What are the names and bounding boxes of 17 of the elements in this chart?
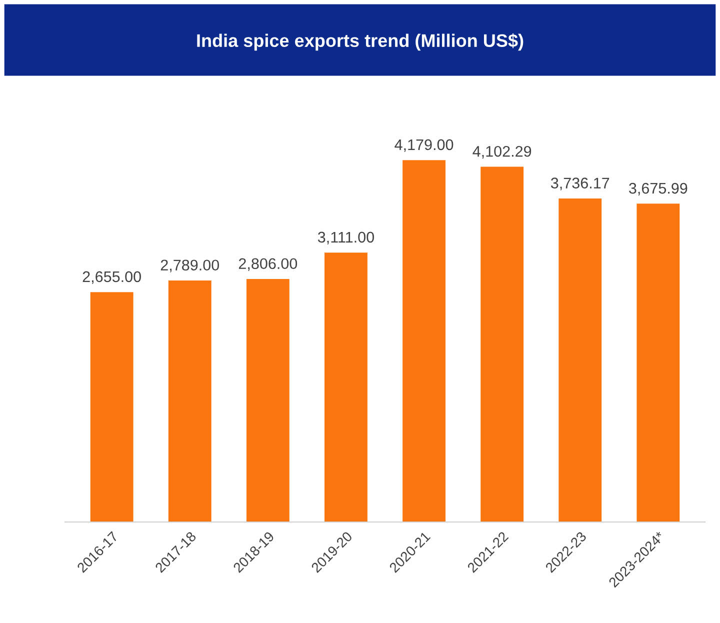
data-label: 2,655.00 <box>82 271 141 284</box>
data-label: 2,789.00 <box>160 260 220 272</box>
chart-title: India spice exports trend (Million US$) <box>197 33 524 51</box>
data-label: 4,102.29 <box>472 146 532 159</box>
bar <box>246 279 290 522</box>
bar <box>558 198 602 522</box>
data-label: 3,736.17 <box>550 178 610 190</box>
bar <box>480 166 524 522</box>
bar <box>324 252 368 522</box>
bar <box>90 292 134 522</box>
bar <box>636 204 680 522</box>
bar <box>168 280 212 522</box>
data-label: 3,675.99 <box>629 182 688 196</box>
bar <box>402 160 446 522</box>
data-label: 4,179.00 <box>394 139 454 152</box>
data-label: 2,806.00 <box>238 258 298 271</box>
data-label: 3,111.00 <box>318 232 374 244</box>
